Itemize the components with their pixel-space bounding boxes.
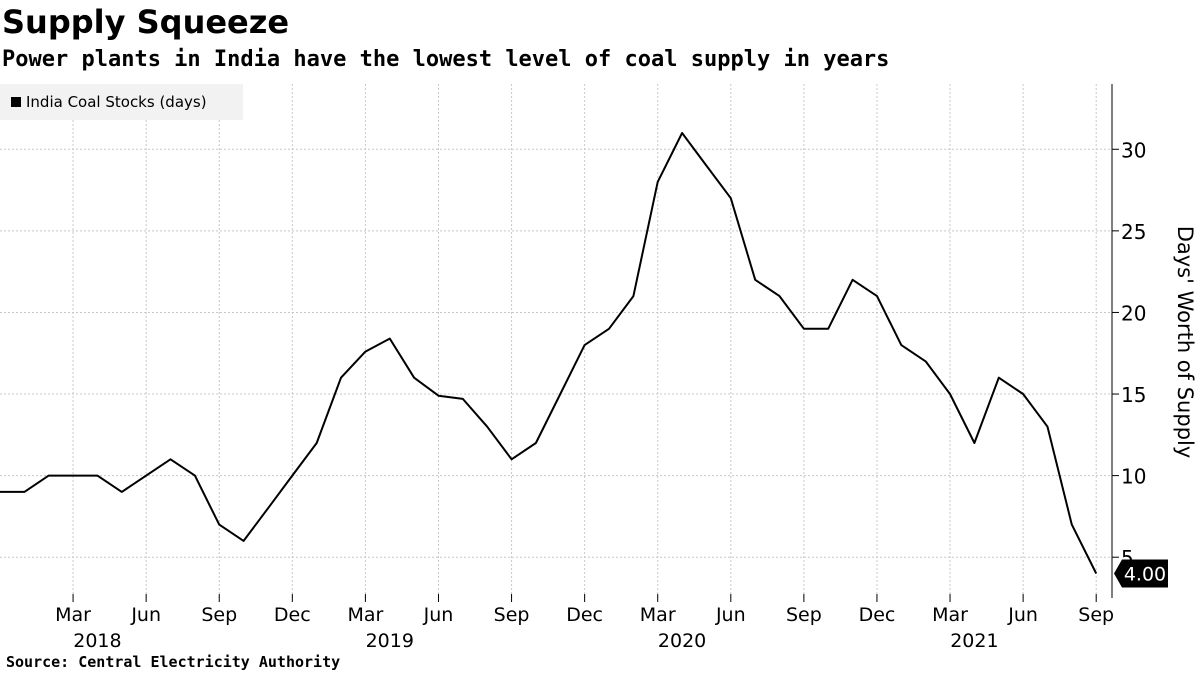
x-tick-label: Dec bbox=[274, 604, 311, 626]
x-tick-label: Dec bbox=[566, 604, 603, 626]
source-note: Source: Central Electricity Authority bbox=[6, 653, 341, 671]
x-tick-label: Mar bbox=[347, 604, 383, 626]
x-year-label: 2020 bbox=[658, 630, 706, 652]
y-tick-label: 30 bbox=[1121, 138, 1146, 162]
x-tick-label: Mar bbox=[55, 604, 91, 626]
legend-swatch bbox=[11, 97, 21, 107]
x-tick-label: Sep bbox=[1078, 604, 1114, 626]
x-tick-label: Jun bbox=[1007, 604, 1038, 626]
x-tick-label: Dec bbox=[859, 604, 896, 626]
x-tick-label: Mar bbox=[932, 604, 968, 626]
y-axis-title: Days' Worth of Supply bbox=[1173, 225, 1197, 459]
last-value-badge bbox=[1114, 559, 1168, 588]
y-tick-label: 15 bbox=[1121, 383, 1146, 407]
x-year-label: 2018 bbox=[73, 630, 121, 652]
chart-title: Supply Squeeze bbox=[2, 3, 290, 41]
x-tick-label: Jun bbox=[130, 604, 161, 626]
x-tick-label: Sep bbox=[201, 604, 237, 626]
x-year-label: 2021 bbox=[950, 630, 998, 652]
legend: India Coal Stocks (days) bbox=[0, 84, 243, 120]
chart-subtitle: Power plants in India have the lowest le… bbox=[2, 47, 890, 72]
y-tick-label: 10 bbox=[1121, 465, 1146, 489]
last-value-label: 4.00 bbox=[1124, 564, 1166, 586]
x-tick-label: Mar bbox=[640, 604, 676, 626]
x-tick-label: Jun bbox=[423, 604, 454, 626]
y-tick-label: 20 bbox=[1121, 301, 1146, 325]
series-line bbox=[0, 132, 1098, 574]
x-tick-label: Sep bbox=[494, 604, 530, 626]
x-year-label: 2019 bbox=[366, 630, 414, 652]
y-tick-label: 25 bbox=[1121, 220, 1146, 244]
x-tick-label: Jun bbox=[715, 604, 746, 626]
legend-label: India Coal Stocks (days) bbox=[26, 93, 207, 111]
x-tick-label: Sep bbox=[786, 604, 822, 626]
